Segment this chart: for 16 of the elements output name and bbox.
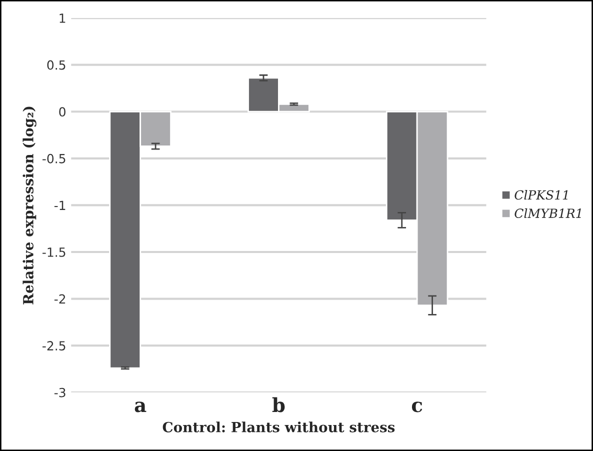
y-tick-label: -1 (54, 200, 66, 210)
y-tick-label: -2.5 (42, 341, 66, 351)
y-tick-label: 1 (60, 14, 66, 23)
x-tick-label: c (412, 402, 422, 412)
legend-label: ClMYB1R1 (514, 208, 581, 218)
y-tick-label: -0.5 (42, 154, 66, 164)
y-axis-title: Relative expression (log₂) (22, 106, 36, 304)
y-tick-label: 0.5 (47, 60, 66, 70)
x-tick-label: b (272, 397, 285, 412)
y-tick-label: 0 (59, 107, 66, 117)
y-tick-label: -1.5 (42, 248, 66, 257)
legend-label: ClPKS11 (514, 190, 568, 200)
x-axis-title: Control: Plants without stress (162, 422, 395, 432)
x-tick-label: a (134, 402, 146, 412)
y-tick-label: -3 (54, 388, 66, 398)
y-tick-label: -2 (54, 294, 66, 304)
